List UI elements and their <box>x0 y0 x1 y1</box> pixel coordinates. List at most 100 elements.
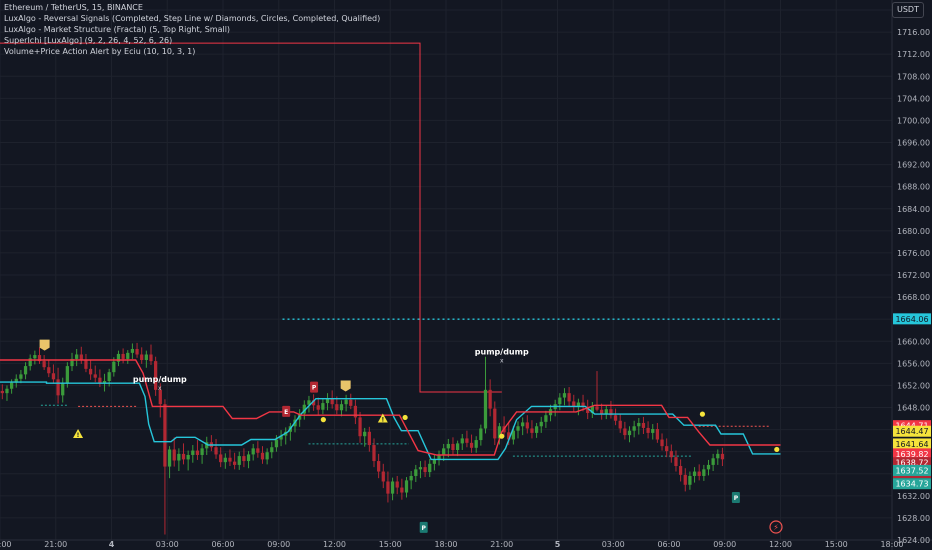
warning-icon-mark: ! <box>77 432 80 439</box>
candle-body <box>228 457 232 462</box>
candle-body <box>390 481 395 494</box>
indicator-superichi[interactable]: SuperIchi [LuxAlgo] (9, 2, 26, 4, 52, 6,… <box>4 36 173 45</box>
signal-flag <box>419 521 428 533</box>
indicator-volume-price-alert[interactable]: Volume+Price Action Alert by Eciu (10, 1… <box>4 47 196 56</box>
candle-body <box>692 471 697 476</box>
candle-body <box>135 348 139 355</box>
signal-dot <box>499 433 505 439</box>
candle-body <box>497 426 502 439</box>
candle-body <box>720 453 725 460</box>
time-axis-tick-label: 09:00 <box>713 540 736 549</box>
price-axis-label-bg <box>893 313 931 325</box>
price-axis-label-bg <box>893 464 931 476</box>
candle-body <box>372 445 376 462</box>
candle-body <box>307 400 311 405</box>
candle-body <box>627 430 632 436</box>
candle-body <box>270 447 274 453</box>
pump-dump-label: pump/dump <box>133 375 187 384</box>
price-axis-label-bg <box>893 478 931 490</box>
candle-body <box>335 404 339 411</box>
pennant-icon <box>39 339 50 351</box>
candle-body <box>70 358 74 367</box>
currency-selector[interactable]: USDT <box>892 2 924 18</box>
candle-body <box>265 452 269 460</box>
time-axis-tick-label: 06:00 <box>657 540 680 549</box>
candle-body <box>214 447 218 455</box>
candle-body <box>674 457 678 467</box>
candle-body <box>158 389 162 405</box>
signal-dot <box>774 446 780 453</box>
candle-body <box>172 449 176 461</box>
price-axis-tick-label: 1712.00 <box>897 50 930 59</box>
symbol-title[interactable]: Ethereum / TetherUS, 15, BINANCE <box>4 3 143 12</box>
candle-body <box>0 390 4 394</box>
indicator-reversal-signals[interactable]: LuxAlgo - Reversal Signals (Completed, S… <box>4 14 381 23</box>
candle-body <box>363 431 367 437</box>
candle-body <box>414 469 418 476</box>
candle-body <box>637 422 641 427</box>
candle-body <box>409 475 413 481</box>
candle-body <box>200 448 204 455</box>
time-axis-tick-label: 03:00 <box>156 540 179 549</box>
indicator-market-structure[interactable]: LuxAlgo - Market Structure (Fractal) (5,… <box>4 25 231 34</box>
candle-body <box>576 402 581 407</box>
candle-body <box>595 406 599 410</box>
candle-body <box>339 404 344 411</box>
candle-body <box>665 446 669 452</box>
candle-body <box>446 443 450 449</box>
candle-body <box>437 454 441 460</box>
price-axis-label: 1637.52 <box>895 466 928 475</box>
candle-body <box>116 353 121 362</box>
candle-body <box>167 449 172 467</box>
price-axis-tick-label: 1704.00 <box>897 94 930 103</box>
candle-body <box>442 448 446 455</box>
candle-body <box>451 443 455 451</box>
candle-body <box>42 361 46 368</box>
candle-body <box>511 430 515 440</box>
pump-dump-marker: x <box>158 385 162 392</box>
candle-body <box>400 487 404 493</box>
candle-body <box>632 426 636 431</box>
superichi-cyan-line <box>0 381 781 461</box>
price-axis-tick-label: 1680.00 <box>897 227 930 236</box>
candle-body <box>191 450 195 455</box>
price-axis-label: 1664.06 <box>895 315 928 324</box>
price-axis-label-bg <box>893 448 931 460</box>
candle-body <box>177 453 181 461</box>
time-axis-tick-label: 03:00 <box>602 540 625 549</box>
time-axis-tick-label: 15:00 <box>825 540 848 549</box>
candle-body <box>423 467 427 473</box>
candle-body <box>521 422 525 427</box>
signal-flag <box>731 492 740 504</box>
candle-body <box>567 393 571 402</box>
candle-body <box>483 389 488 429</box>
price-axis-tick-label: 1692.00 <box>897 161 930 170</box>
signal-dot <box>402 414 408 421</box>
lightning-icon <box>769 520 783 534</box>
price-axis-tick-label: 1696.00 <box>897 139 930 148</box>
candle-body <box>381 471 385 482</box>
candle-body <box>102 381 107 383</box>
candle-body <box>697 471 701 476</box>
signal-dot <box>320 417 326 423</box>
candle-body <box>56 379 60 396</box>
candle-body <box>623 428 627 436</box>
price-axis-tick-label: 1700.00 <box>897 116 930 125</box>
candle-body <box>321 403 325 410</box>
candle-body <box>242 456 246 462</box>
price-axis-tick-label: 1716.00 <box>897 28 930 37</box>
candle-body <box>88 368 93 375</box>
candle-body <box>641 422 646 428</box>
candle-body <box>330 398 334 405</box>
candle-body <box>377 461 381 472</box>
signal-flag <box>282 405 291 417</box>
price-axis-tick-label: 1684.00 <box>897 205 930 214</box>
candle-body <box>386 481 390 494</box>
candle-body <box>144 354 148 361</box>
candle-body <box>651 429 655 433</box>
candle-body <box>711 458 715 465</box>
candle-body <box>544 415 548 422</box>
price-axis-label-bg <box>893 420 931 432</box>
